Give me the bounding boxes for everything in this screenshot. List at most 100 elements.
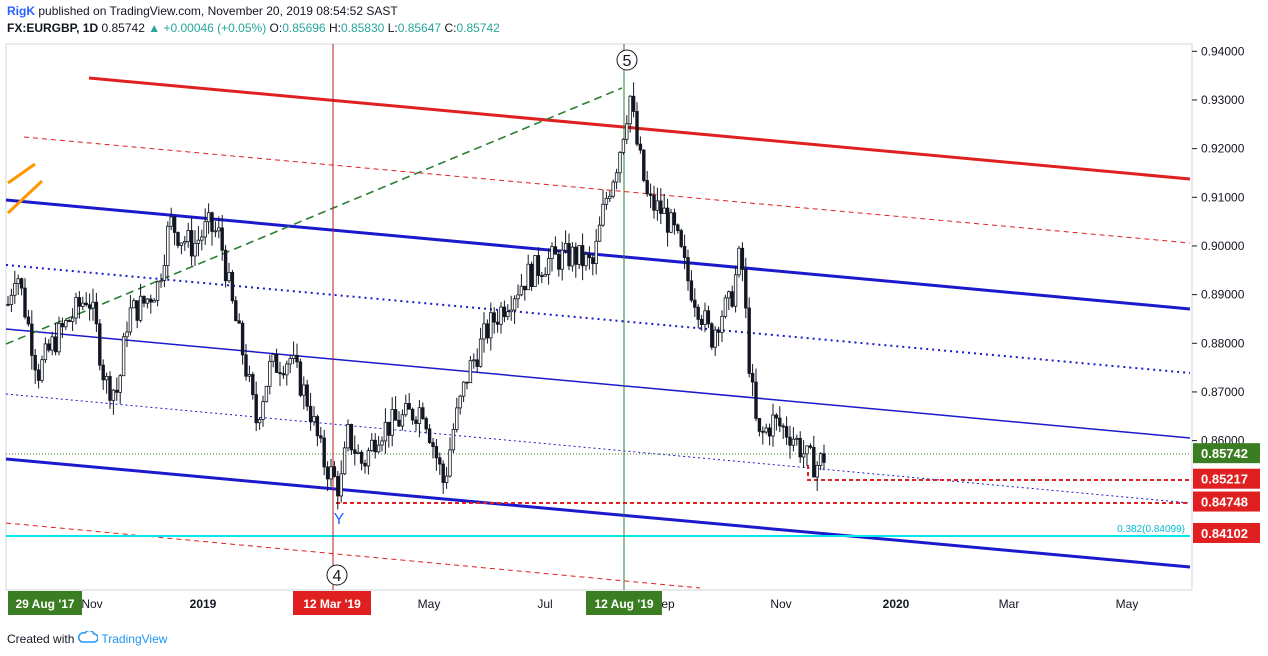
candle-body	[570, 246, 575, 267]
price-axis-labels: 0.85742 0.85217 0.84748 0.84102	[1193, 443, 1260, 543]
candle-body	[676, 224, 680, 231]
candle-body	[747, 307, 751, 374]
candle-body	[410, 408, 415, 421]
candle-body	[625, 123, 629, 140]
candle-body	[584, 254, 588, 267]
candle-body	[67, 320, 71, 322]
x-tick-label: Nov	[81, 597, 102, 611]
support-level-red-1[interactable]	[807, 465, 1190, 481]
candle-body	[499, 306, 503, 325]
candle-body	[186, 230, 190, 242]
candle-body	[645, 180, 649, 195]
candle-body	[774, 414, 779, 419]
candle-body	[111, 389, 116, 401]
wave-label-5: 5	[616, 49, 638, 71]
candle-body	[98, 323, 102, 366]
candle-body	[387, 421, 391, 436]
candle-body	[295, 354, 299, 363]
low-value: 0.85647	[397, 21, 442, 35]
time-axis-markers: 29 Aug '17 12 Mar '19 12 Aug '19	[8, 591, 662, 615]
candle-body	[560, 249, 564, 270]
price-label-text: 0.85742	[1201, 446, 1248, 461]
candle-body	[373, 439, 377, 453]
blue-channel-lower[interactable]	[5, 457, 1191, 569]
y-tick-label: 0.92000	[1201, 142, 1245, 156]
candle-body	[822, 453, 826, 463]
blue-channel-upper[interactable]	[5, 198, 1191, 311]
wave-label-5-text: 5	[623, 53, 632, 70]
candle-body	[754, 381, 758, 419]
candle-body	[376, 444, 381, 453]
candle-body	[57, 323, 61, 353]
candle-body	[618, 152, 622, 174]
candle-body	[591, 257, 595, 264]
candle-body	[737, 247, 741, 276]
candle-body	[434, 446, 439, 459]
red-channel-upper[interactable]	[88, 76, 1191, 181]
candle-body	[444, 475, 449, 483]
candle-body	[77, 297, 82, 307]
candle-body	[526, 263, 530, 291]
candle-body	[784, 426, 789, 438]
candle-body	[475, 359, 479, 367]
blue-channel-dotted-upper[interactable]	[5, 264, 1191, 374]
candle-body	[638, 143, 643, 151]
candle-body	[553, 246, 558, 255]
candle-body	[662, 207, 666, 214]
red-channel-dashed-upper[interactable]	[23, 136, 1191, 244]
candle-body	[281, 373, 286, 376]
time-marker-box	[293, 591, 371, 615]
candle-body	[125, 331, 129, 338]
candle-body	[648, 193, 653, 196]
candle-body	[33, 355, 37, 371]
candle-body	[512, 298, 517, 311]
candle-body	[441, 463, 445, 483]
x-tick-label: 2019	[190, 597, 217, 611]
close-value: 0.85742	[456, 21, 500, 35]
candle-body	[631, 95, 636, 112]
candle-body	[421, 407, 425, 420]
green-dashed-trendline[interactable]	[5, 87, 623, 345]
candle-body	[366, 450, 371, 467]
fib-label: 0.382(0.84099)	[1117, 524, 1185, 535]
candle-body	[9, 294, 14, 306]
blue-channel-middle[interactable]	[5, 328, 1191, 439]
candle-body	[220, 227, 224, 251]
candle-body	[380, 440, 384, 446]
candle-body	[744, 269, 748, 309]
blue-channel-dotted-lower[interactable]	[5, 393, 1191, 504]
tradingview-cloud-icon	[78, 629, 100, 646]
candle-body	[305, 384, 309, 407]
x-tick-label: May	[1116, 597, 1139, 611]
candle-body	[713, 329, 717, 348]
candle-body	[240, 322, 245, 356]
candle-body	[397, 419, 401, 427]
red-channel-dashed-lower[interactable]	[5, 522, 701, 589]
drawings[interactable]: 0.382(0.84099)	[5, 44, 1191, 590]
candle-body	[183, 241, 187, 244]
candle-body	[23, 287, 27, 318]
created-with-text: Created with	[7, 631, 75, 646]
candle-body	[407, 403, 411, 410]
author-name[interactable]: RigK	[7, 4, 35, 18]
candle-body	[200, 236, 204, 241]
tradingview-brand[interactable]: TradingView	[101, 631, 168, 646]
symbol-label[interactable]: FX:EURGBP, 1D	[7, 21, 99, 35]
legend-line: FX:EURGBP, 1D 0.85742 ▲ +0.00046 (+0.05%…	[7, 21, 500, 35]
price-axis[interactable]: 0.94000 0.93000 0.92000 0.91000 0.90000 0.890…	[1192, 44, 1245, 448]
time-axis[interactable]: Nov 2019 May Jul Sep Nov 2020 Mar May	[81, 597, 1138, 611]
candle-body	[203, 221, 207, 238]
candle-body	[427, 428, 432, 443]
candle-body	[448, 449, 452, 477]
candle-body	[356, 451, 360, 454]
candle-body	[805, 445, 809, 455]
candle-body	[757, 418, 762, 432]
candle-body	[169, 216, 173, 227]
candle-body	[268, 360, 272, 387]
price-label-box	[1193, 443, 1260, 464]
footer: Created with TradingView	[7, 629, 168, 646]
candle-body	[812, 446, 816, 478]
candle-body	[6, 303, 10, 306]
candle-body	[172, 216, 177, 233]
